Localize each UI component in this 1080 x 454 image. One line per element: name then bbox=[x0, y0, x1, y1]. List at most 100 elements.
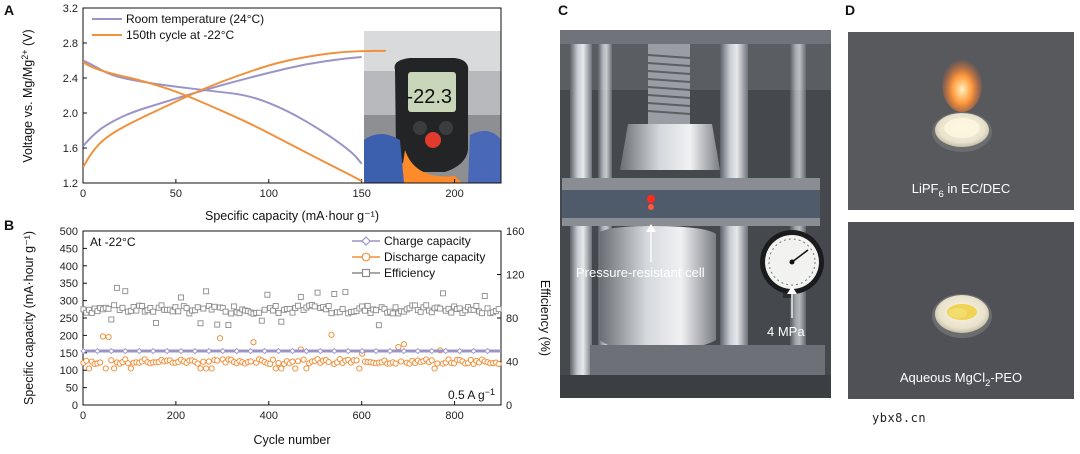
legend-efficiency-marker bbox=[361, 268, 371, 278]
discharge-point bbox=[247, 358, 254, 365]
b-ytick-right-label: 80 bbox=[506, 313, 518, 325]
b-ytick-left-label: 350 bbox=[60, 278, 78, 290]
cold-charge-curve bbox=[83, 49, 386, 168]
efficiency-point bbox=[122, 288, 129, 295]
discharge-point bbox=[272, 365, 279, 372]
flammability-photo-top: LiPF6 in EC/DEC bbox=[848, 32, 1074, 210]
efficiency-point bbox=[484, 305, 491, 312]
panel-label-c: C bbox=[558, 2, 568, 18]
a-ylabel-sup: 2+ bbox=[20, 50, 30, 60]
charge-point bbox=[386, 347, 394, 355]
b-ytick-left-label: 400 bbox=[60, 261, 78, 273]
discharge-point bbox=[292, 365, 299, 372]
efficiency-point bbox=[230, 303, 237, 310]
efficiency-point bbox=[437, 305, 444, 312]
discharge-point bbox=[269, 356, 277, 363]
b-ytick-right-label: 0 bbox=[506, 400, 512, 412]
efficiency-point bbox=[297, 293, 304, 300]
discharge-point bbox=[398, 358, 405, 365]
a-ytick-label: 1.2 bbox=[63, 178, 78, 190]
panel-label-d: D bbox=[845, 2, 855, 18]
efficiency-point bbox=[375, 322, 382, 329]
a-ytick-label: 1.6 bbox=[63, 143, 78, 155]
efficiency-point bbox=[389, 310, 396, 317]
discharge-point bbox=[194, 360, 201, 367]
charge-point bbox=[233, 347, 240, 355]
room-temp-charge-curve bbox=[83, 56, 362, 147]
efficiency-point bbox=[278, 318, 285, 325]
efficiency-point bbox=[289, 309, 296, 316]
efficiency-point bbox=[150, 308, 157, 315]
charge-point bbox=[400, 347, 408, 355]
efficiency-point bbox=[225, 322, 232, 329]
discharge-point bbox=[105, 333, 112, 341]
discharge-point bbox=[294, 358, 302, 365]
b-ytick-left-label: 250 bbox=[60, 313, 78, 325]
charge-point bbox=[219, 347, 226, 355]
top-sample-label: LiPF6 in EC/DEC bbox=[912, 181, 1011, 200]
charge-point bbox=[275, 347, 282, 355]
bottom-sample-label: Aqueous MgCl2-PEO bbox=[900, 370, 1022, 389]
efficiency-point bbox=[339, 306, 346, 313]
efficiency-point bbox=[423, 302, 430, 309]
b-ytick-left-label: 0 bbox=[72, 400, 78, 412]
pressure-cell-label: Pressure-resistant cell bbox=[576, 265, 705, 280]
cold-discharge-curve bbox=[83, 61, 363, 183]
efficiency-point bbox=[272, 303, 279, 309]
discharge-point bbox=[278, 365, 285, 372]
efficiency-point bbox=[495, 306, 502, 313]
efficiency-point bbox=[264, 291, 271, 298]
efficiency-point bbox=[261, 306, 268, 313]
b-xtick-label: 200 bbox=[167, 410, 185, 422]
discharge-point bbox=[200, 358, 207, 365]
charge-point bbox=[484, 347, 491, 355]
efficiency-point bbox=[342, 289, 349, 296]
efficiency-point bbox=[311, 303, 318, 310]
efficiency-point bbox=[228, 310, 235, 317]
discharge-point bbox=[431, 365, 438, 372]
a-xtick-label: 0 bbox=[80, 188, 86, 200]
panel-label-b: B bbox=[4, 217, 14, 233]
charge-point bbox=[428, 347, 435, 355]
flammability-photo-bottom: Aqueous MgCl2-PEO bbox=[848, 222, 1074, 399]
discharge-point bbox=[99, 333, 107, 340]
efficiency-point bbox=[439, 290, 446, 297]
discharge-point bbox=[495, 360, 502, 368]
b-ytick-right-label: 160 bbox=[506, 226, 524, 238]
pressure-label: 4 MPa bbox=[767, 324, 805, 339]
b-ylabel-right: Efficiency (%) bbox=[538, 280, 552, 356]
discharge-point bbox=[214, 357, 221, 364]
charge-point bbox=[122, 347, 129, 355]
efficiency-point bbox=[222, 308, 229, 315]
panel-label-a: A bbox=[4, 2, 14, 18]
discharge-point bbox=[275, 359, 282, 367]
charge-point bbox=[191, 347, 199, 355]
efficiency-point bbox=[295, 302, 301, 309]
efficiency-point bbox=[448, 309, 455, 316]
watermark: ybx8.cn bbox=[872, 411, 927, 425]
efficiency-point bbox=[183, 305, 190, 312]
efficiency-point bbox=[178, 294, 184, 301]
charge-point bbox=[177, 347, 185, 355]
discharge-point bbox=[111, 365, 118, 372]
b-ytick-left-label: 450 bbox=[60, 243, 78, 255]
b-ytick-right-label: 120 bbox=[506, 270, 524, 282]
efficiency-point bbox=[139, 303, 145, 309]
b-xtick-label: 800 bbox=[445, 410, 463, 422]
discharge-point bbox=[395, 344, 402, 351]
a-ytick-label: 2.0 bbox=[63, 108, 78, 120]
efficiency-point bbox=[105, 305, 112, 312]
a-ytick-label: 2.4 bbox=[63, 73, 78, 85]
discharge-point bbox=[127, 365, 134, 372]
b-ytick-left-label: 100 bbox=[60, 365, 78, 377]
efficiency-point bbox=[111, 302, 118, 309]
b-xtick-label: 0 bbox=[80, 410, 86, 422]
charge-point bbox=[414, 347, 422, 355]
discharge-point bbox=[102, 365, 109, 372]
pressure-cell-photo: Pressure-resistant cell 4 MPa bbox=[560, 30, 831, 398]
efficiency-point bbox=[325, 303, 332, 309]
efficiency-point bbox=[197, 320, 204, 327]
legend-discharge-label: Discharge capacity bbox=[384, 250, 485, 264]
charge-point bbox=[358, 347, 366, 355]
efficiency-point bbox=[200, 305, 207, 312]
